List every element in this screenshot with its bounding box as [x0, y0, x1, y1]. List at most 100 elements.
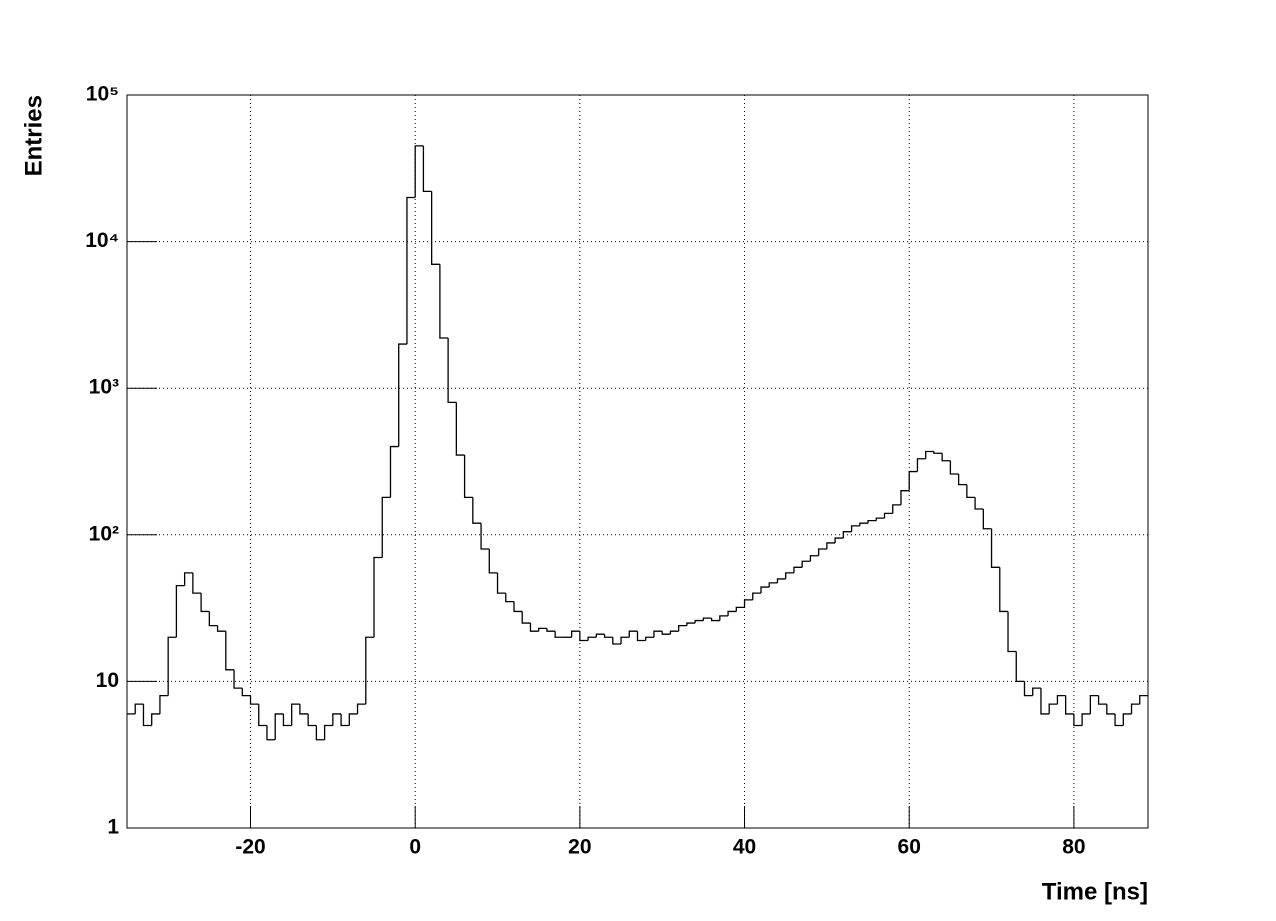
- histogram-bin: [760, 586, 770, 594]
- histogram-bin: [134, 703, 144, 714]
- histogram-bin: [974, 497, 984, 510]
- histogram-bin: [389, 445, 399, 498]
- histogram-bin: [1056, 694, 1066, 705]
- histogram-bin: [842, 531, 852, 539]
- histogram-bin: [431, 191, 440, 265]
- plot-frame: [126, 94, 1149, 829]
- histogram-bin: [513, 601, 523, 613]
- histogram-bin: [793, 566, 803, 573]
- histogram-bin: [488, 549, 498, 574]
- histogram-bin: [867, 519, 877, 524]
- histogram-bin: [463, 455, 473, 499]
- y-tick-label: 10: [96, 669, 119, 692]
- histogram-bin: [249, 695, 259, 705]
- histogram-bin: [620, 636, 630, 644]
- histogram-bin: [801, 560, 811, 568]
- histogram-bin: [1073, 713, 1083, 727]
- histogram-bin: [719, 615, 729, 621]
- x-axis-title: Time [ns]: [1042, 878, 1148, 905]
- y-tick-label: 10⁵: [86, 83, 119, 106]
- histogram-bin: [381, 496, 391, 558]
- histogram-bin: [603, 634, 613, 638]
- histogram-bin: [299, 704, 309, 715]
- histogram-bin: [175, 584, 185, 638]
- histogram-bin: [999, 567, 1009, 613]
- histogram-bin: [1007, 611, 1017, 653]
- x-tick-label: 20: [568, 836, 591, 859]
- histogram-bin: [258, 704, 267, 727]
- histogram-bin: [1130, 703, 1140, 714]
- x-tick-label: 80: [1062, 836, 1085, 859]
- histogram-bin: [1048, 703, 1058, 714]
- histogram-bin: [307, 713, 317, 727]
- histogram-bin: [850, 525, 860, 532]
- histogram-bin: [538, 627, 547, 632]
- histogram-bin: [1089, 694, 1099, 714]
- histogram-bin: [291, 703, 300, 726]
- histogram-bin: [505, 593, 514, 603]
- histogram-bin: [151, 713, 160, 726]
- histogram-bin: [332, 713, 342, 726]
- histogram-bin: [414, 145, 424, 198]
- histogram-bin: [1139, 694, 1148, 705]
- histogram-bin: [315, 725, 325, 741]
- histogram-bin: [768, 582, 778, 588]
- histogram-bin: [908, 470, 918, 491]
- histogram-bin: [422, 145, 432, 193]
- histogram-bin: [678, 625, 687, 632]
- histogram-bin: [957, 473, 967, 486]
- histogram-bin: [628, 630, 638, 638]
- histogram-bin: [266, 725, 276, 741]
- histogram-bin: [216, 625, 226, 632]
- histogram-bin: [1106, 704, 1116, 715]
- histogram-bin: [447, 338, 457, 404]
- histogram-bin: [1023, 681, 1033, 697]
- histogram-bin: [225, 631, 235, 671]
- histogram-bin: [373, 556, 383, 638]
- histogram-bin: [439, 264, 449, 339]
- histogram-bin: [595, 633, 605, 638]
- histogram-bin: [834, 537, 844, 543]
- histogram-bin: [323, 724, 333, 740]
- histogram-bin: [546, 628, 556, 632]
- histogram-bin: [710, 618, 720, 622]
- histogram-bin: [274, 713, 284, 740]
- histogram-bin: [826, 542, 836, 550]
- histogram-bin: [735, 606, 745, 612]
- histogram-bin: [776, 578, 786, 583]
- histogram-bin: [892, 504, 901, 514]
- histogram-bin: [1097, 695, 1107, 705]
- histogram-bin: [241, 688, 251, 697]
- histogram-bin: [702, 617, 712, 621]
- histogram-bin: [859, 522, 869, 526]
- histogram-bin: [554, 631, 564, 638]
- histogram-bin: [159, 694, 169, 714]
- histogram-bin: [496, 572, 506, 594]
- histogram-bin: [200, 593, 210, 613]
- histogram-bin: [636, 631, 646, 642]
- histogram-bin: [686, 622, 696, 626]
- histogram-bin: [521, 611, 531, 624]
- histogram-bin: [661, 631, 671, 635]
- histogram-bin: [529, 623, 539, 632]
- y-tick-label: 10⁴: [85, 229, 119, 252]
- y-tick-label: 10²: [89, 522, 119, 545]
- histogram-bin: [1065, 695, 1074, 715]
- histogram-bin: [233, 669, 243, 689]
- histogram-bin: [340, 713, 350, 727]
- histogram-bin: [752, 592, 762, 600]
- histogram-bin: [1122, 713, 1132, 726]
- histogram-bin: [1114, 713, 1124, 727]
- histogram-bin: [990, 528, 1000, 568]
- histogram-bin: [653, 630, 663, 638]
- histogram-bin: [612, 637, 622, 645]
- histogram-bin: [356, 703, 366, 714]
- histogram-bin: [694, 619, 704, 624]
- histogram-bin: [365, 636, 375, 705]
- histogram-bin: [916, 458, 926, 472]
- histogram-bin: [883, 512, 893, 519]
- histogram-bin: [348, 713, 358, 726]
- histogram-bin: [472, 497, 482, 524]
